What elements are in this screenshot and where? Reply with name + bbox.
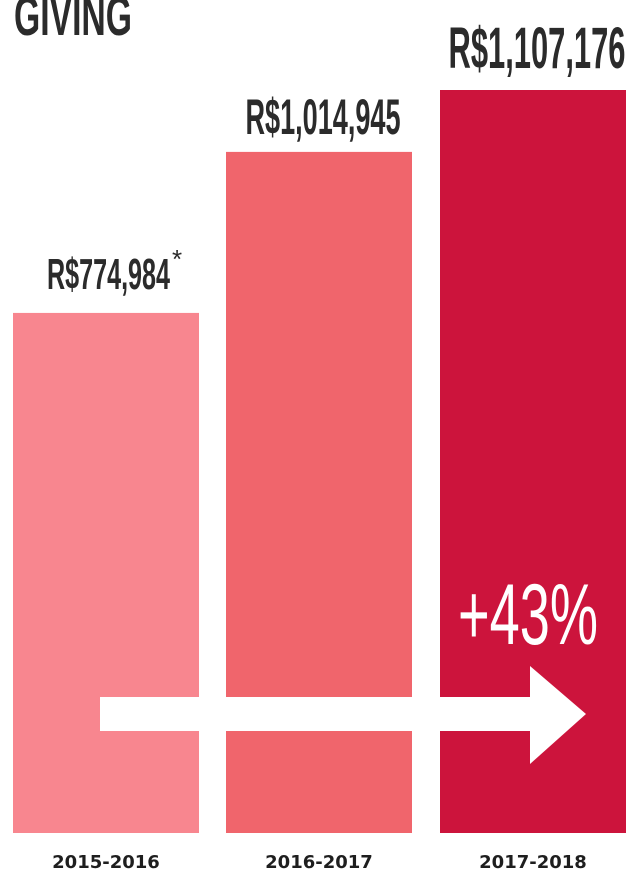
value-label: R$1,107,176: [449, 16, 626, 81]
bars: [13, 90, 626, 834]
value-label: R$1,014,945: [246, 89, 401, 145]
footnote-marker: *: [172, 244, 182, 274]
growth-annotation: +43%: [458, 567, 598, 663]
x-tick-label: 2016-2017: [265, 852, 373, 873]
chart-title: GIVING: [14, 0, 132, 47]
x-tick-label: 2015-2016: [52, 852, 160, 873]
value-label: R$774,984: [47, 250, 170, 299]
x-tick-label: 2017-2018: [479, 852, 587, 873]
growth-arrow: [100, 666, 586, 764]
arrow-head: [530, 666, 586, 764]
arrow-shaft: [100, 697, 535, 731]
bar: [13, 312, 199, 834]
